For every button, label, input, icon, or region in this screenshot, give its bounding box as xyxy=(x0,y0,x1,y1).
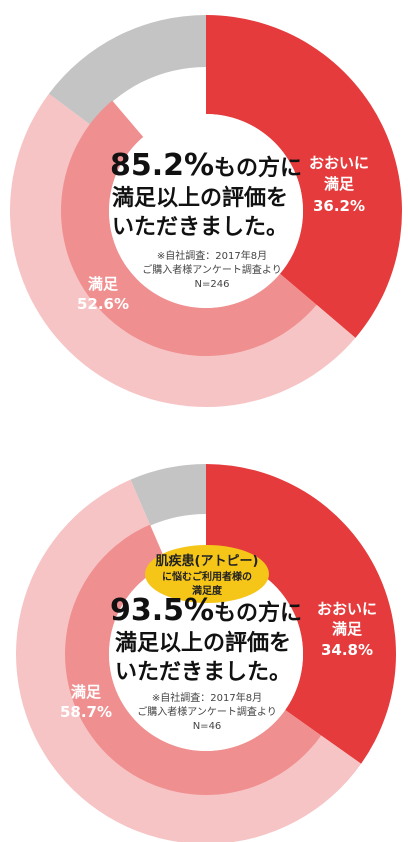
chart2-center-disc xyxy=(109,557,303,751)
chart1-outer-other-arc xyxy=(48,15,207,125)
chart1-headline-line2: 満足以上の評価を xyxy=(112,185,288,211)
chart2-inner-verysatisfied-arc xyxy=(206,513,347,736)
chart1-headline-line3: いただきました。 xyxy=(112,215,288,240)
chart2-headline-line1: 93.5%もの方に xyxy=(110,593,302,628)
chart1-outer-satisfied-arc xyxy=(10,93,356,407)
chart2-outer-verysatisfied-arc xyxy=(206,464,397,764)
chart1-verysatisfied-label-line1: おおいに xyxy=(309,154,369,172)
chart1-inner-verysatisfied-arc xyxy=(206,66,351,305)
chart1-note-line2: ご購入者様アンケート調査より xyxy=(142,263,281,276)
chart-1: 85.2%もの方に 満足以上の評価を いただきました。 ※自社調査：2017年8… xyxy=(10,15,402,407)
chart2-verysatisfied-label-line2: 満足 xyxy=(332,620,363,638)
chart2-note-line1: ※自社調査：2017年8月 xyxy=(152,691,262,704)
chart1-note-line3: N=246 xyxy=(195,279,230,290)
chart2-headline-line2: 満足以上の評価を xyxy=(115,630,291,656)
chart-2: 肌疾患(アトピー) に悩むご利用者様の 満足度 93.5%もの方に 満足以上の評… xyxy=(16,464,397,842)
chart2-badge-line2: に悩むご利用者様の xyxy=(162,570,252,583)
chart2-note-line2: ご購入者様アンケート調査より xyxy=(137,705,276,718)
chart2-badge-line3: 満足度 xyxy=(192,584,223,597)
chart2-verysatisfied-label-line1: おおいに xyxy=(317,600,377,618)
chart2-headline-line3: いただきました。 xyxy=(115,660,291,685)
chart1-note-line1: ※自社調査：2017年8月 xyxy=(157,249,267,262)
chart1-center-disc xyxy=(109,114,303,308)
chart1-verysatisfied-label-line2: 満足 xyxy=(324,175,355,193)
chart2-note-line3: N=46 xyxy=(193,721,222,732)
chart1-headline-line1: 85.2%もの方に xyxy=(110,148,302,183)
chart2-outer-satisfied-arc xyxy=(16,479,362,842)
chart1-verysatisfied-percent: 36.2% xyxy=(313,197,365,215)
chart2-inner-satisfied-arc xyxy=(64,524,322,795)
chart2-satisfied-percent: 58.7% xyxy=(60,703,112,721)
chart2-badge xyxy=(145,545,269,603)
chart1-satisfied-percent: 52.6% xyxy=(77,295,129,313)
chart1-outer-verysatisfied-arc xyxy=(206,15,402,338)
chart1-satisfied-label: 満足 xyxy=(88,275,119,293)
chart1-inner-satisfied-arc xyxy=(60,100,317,357)
chart2-satisfied-label: 満足 xyxy=(71,683,102,701)
chart2-badge-line1: 肌疾患(アトピー) xyxy=(156,553,259,569)
chart2-verysatisfied-percent: 34.8% xyxy=(321,641,373,659)
chart2-outer-other-arc xyxy=(130,464,206,526)
